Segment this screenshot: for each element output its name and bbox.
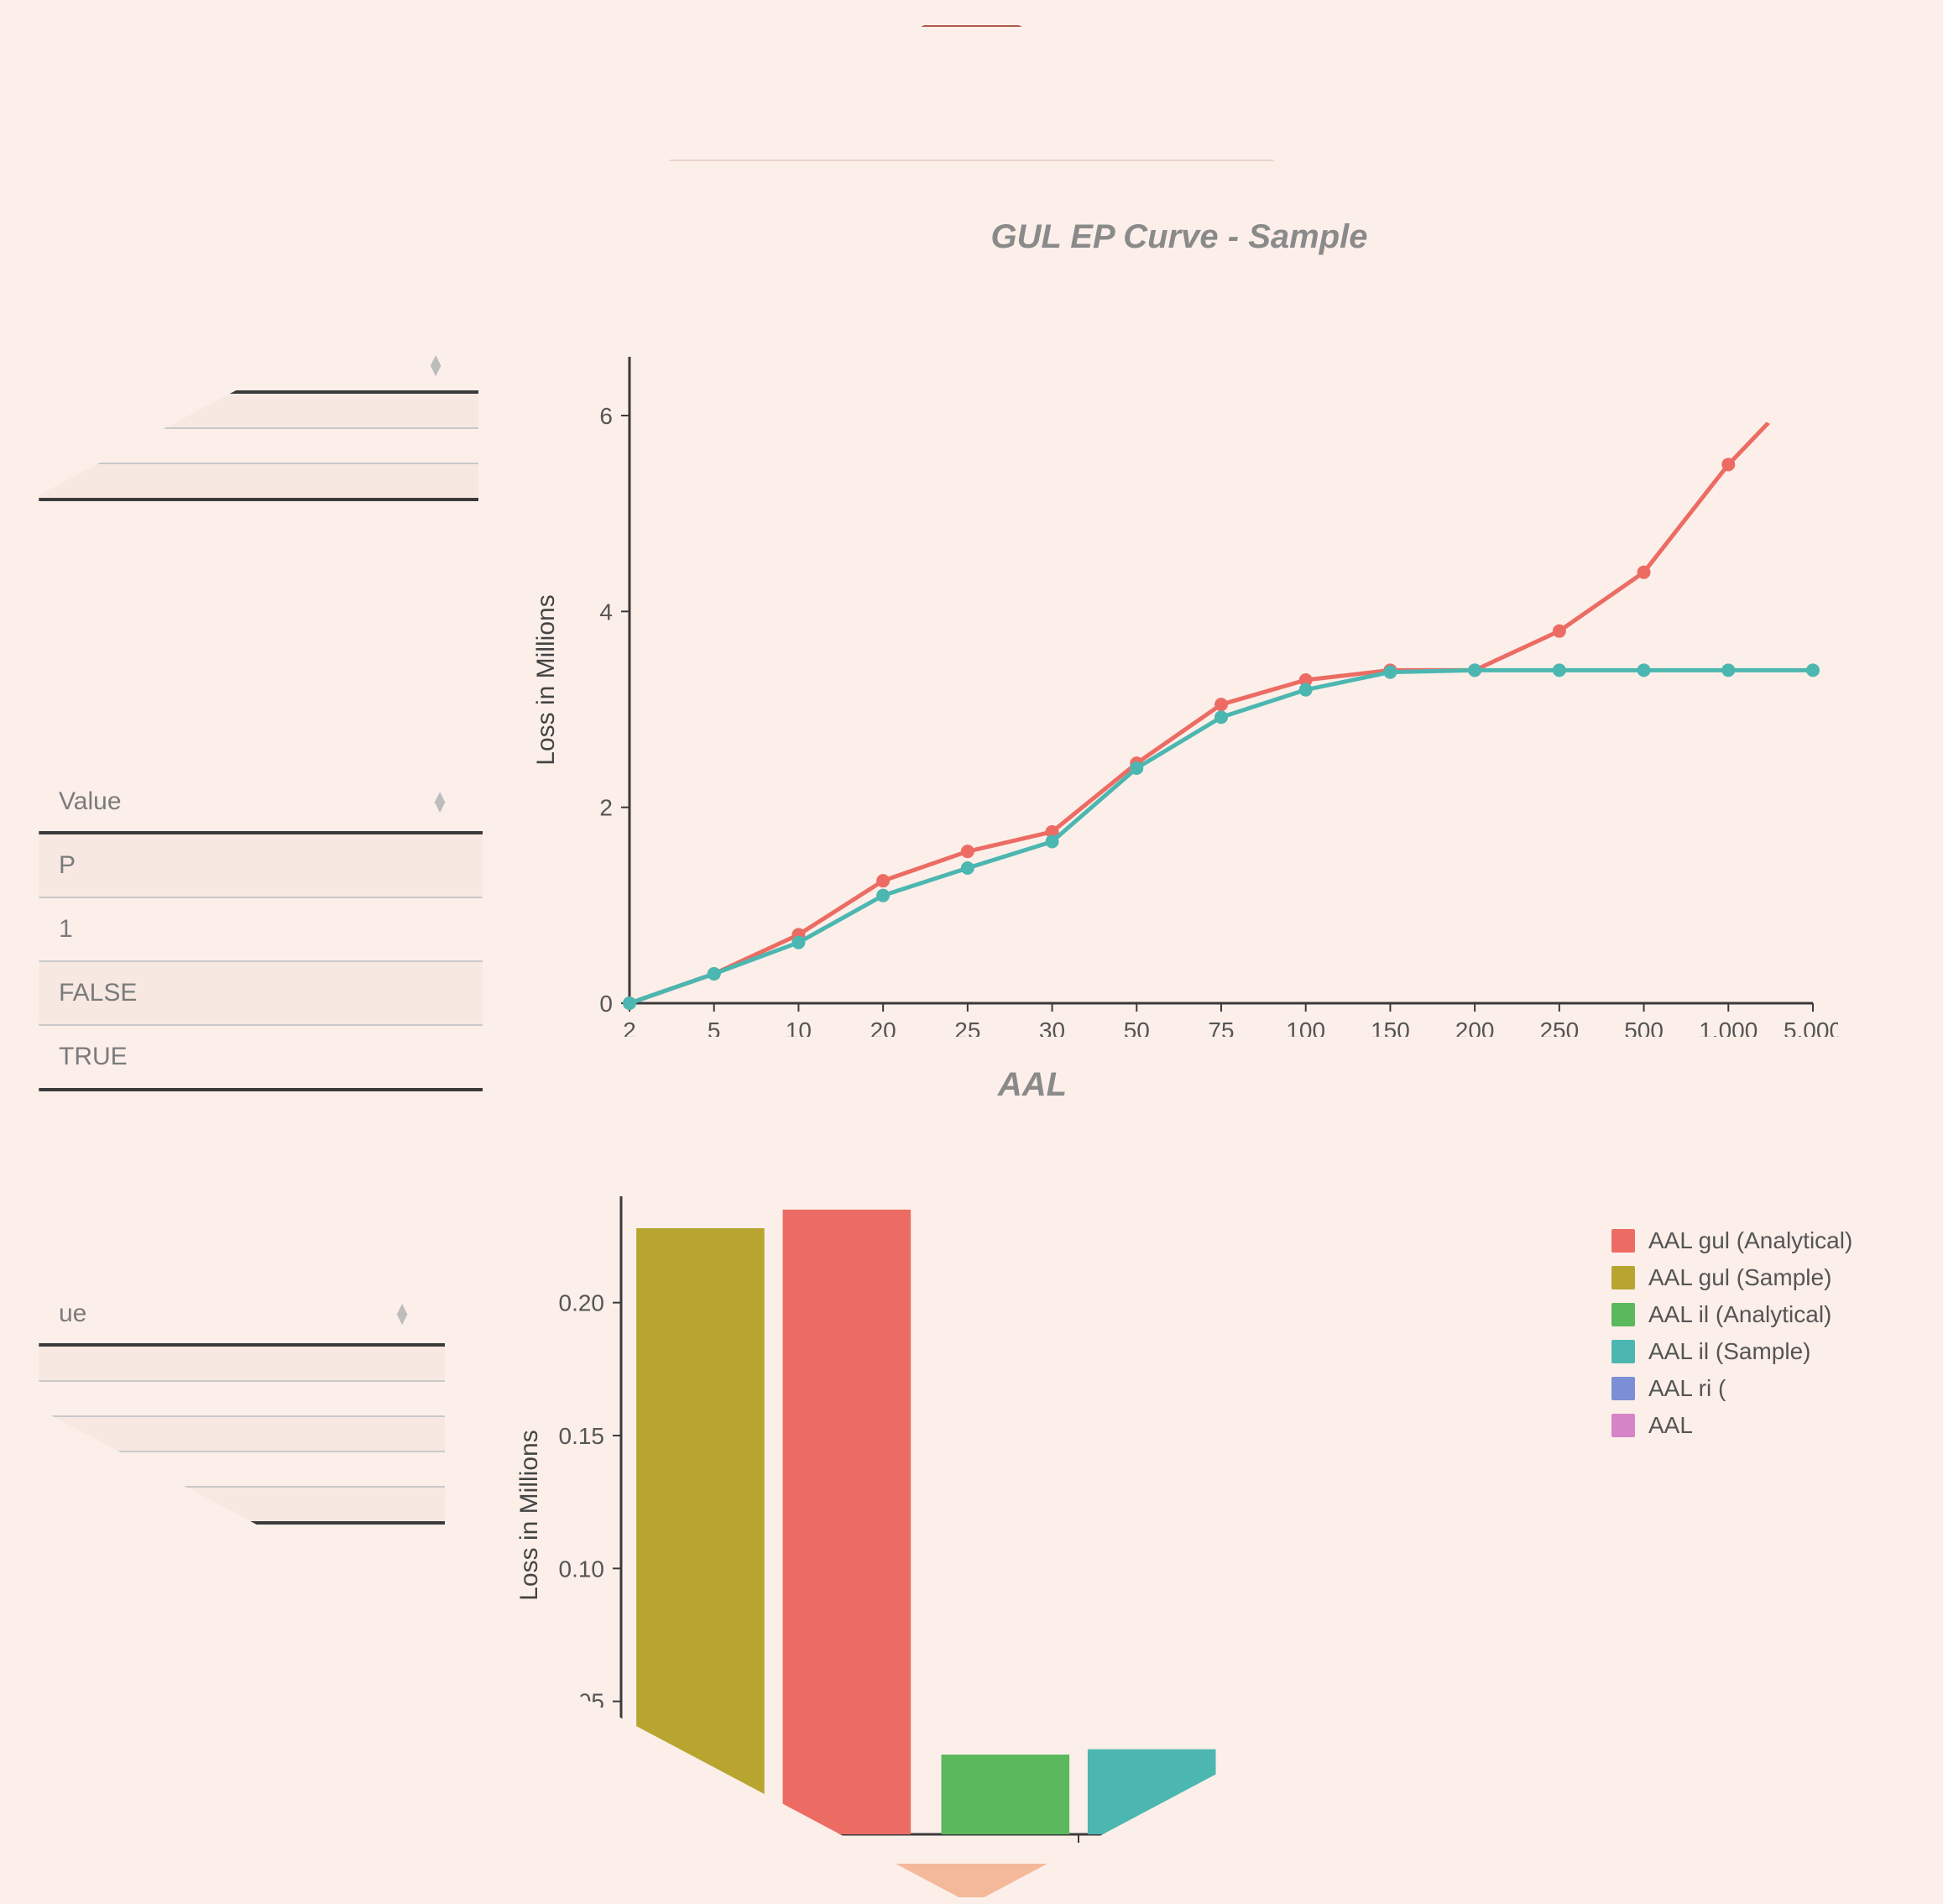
svg-text:2: 2 — [623, 1017, 636, 1037]
svg-text:150: 150 — [1371, 1017, 1410, 1037]
side-table-fragment-1: ▲▼ — [0, 340, 478, 501]
table-header[interactable]: ue ▲▼ — [0, 1284, 445, 1347]
footer-strip — [0, 1864, 1943, 1897]
table-row: P — [0, 834, 483, 898]
table-row: TRUE — [0, 1026, 483, 1091]
legend-item[interactable]: AAL gul (Analytical) — [1611, 1227, 1852, 1254]
side-table-fragment-2: Value ▲▼ P1FALSETRUE — [0, 772, 483, 1091]
svg-text:0.00: 0.00 — [559, 1822, 605, 1848]
table-header-label: Value — [59, 787, 122, 816]
svg-text:2: 2 — [599, 795, 613, 821]
sort-icon[interactable]: ▲▼ — [431, 792, 449, 812]
side-table-fragment-3: ue ▲▼ — [0, 1284, 445, 1525]
bar-chart: AAL 0.000.050.100.150.20gulilriPerspecti… — [487, 1066, 1578, 1872]
svg-text:0.20: 0.20 — [559, 1290, 605, 1316]
table-row — [0, 464, 478, 501]
svg-text:4: 4 — [599, 599, 613, 625]
svg-text:100: 100 — [1286, 1017, 1325, 1037]
sort-icon[interactable]: ▲▼ — [426, 355, 445, 375]
legend-label: AAL gul (Analytical) — [1648, 1227, 1852, 1254]
svg-text:0.10: 0.10 — [559, 1556, 605, 1582]
svg-text:1,000: 1,000 — [1699, 1017, 1758, 1037]
table-row — [0, 429, 478, 464]
svg-text:5,000: 5,000 — [1784, 1017, 1838, 1037]
svg-text:75: 75 — [1208, 1017, 1234, 1037]
svg-text:250: 250 — [1539, 1017, 1579, 1037]
legend-swatch — [1611, 1414, 1635, 1437]
bar-chart-legend: AAL gul (Analytical) AAL gul (Sample) AAL … — [1611, 1217, 1852, 1449]
svg-text:5: 5 — [708, 1017, 721, 1037]
table-row — [0, 1488, 445, 1525]
sort-icon[interactable]: ▲▼ — [393, 1304, 411, 1324]
table-row — [0, 1382, 445, 1417]
svg-text:6: 6 — [599, 403, 613, 429]
legend-swatch — [1611, 1266, 1635, 1289]
legend-item[interactable]: AAL il (Analytical) — [1611, 1301, 1852, 1328]
bar-chart-svg: 0.000.050.100.150.20gulilriPerspectiveLo… — [487, 1104, 1578, 1868]
line-chart: GUL EP Curve - Sample 024625102025305075… — [520, 218, 1838, 1041]
svg-text:0.15: 0.15 — [559, 1423, 605, 1449]
legend-label: AAL gul (Sample) — [1648, 1264, 1831, 1291]
table-header[interactable]: ▲▼ — [0, 340, 478, 394]
svg-text:50: 50 — [1124, 1017, 1150, 1037]
svg-text:Loss in Millions: Loss in Millions — [515, 1430, 543, 1600]
line-chart-title: GUL EP Curve - Sample — [520, 218, 1838, 256]
table-row — [0, 1347, 445, 1382]
legend-swatch — [1611, 1229, 1635, 1253]
table-row — [0, 394, 478, 429]
legend-item[interactable]: AAL gul (Sample) — [1611, 1264, 1852, 1291]
legend-item[interactable]: AAL ri ( — [1611, 1375, 1852, 1402]
legend-swatch — [1611, 1303, 1635, 1326]
top-rule-light — [0, 160, 1943, 161]
legend-label: AAL — [1648, 1412, 1693, 1439]
svg-text:25: 25 — [954, 1017, 980, 1037]
svg-text:500: 500 — [1624, 1017, 1664, 1037]
svg-text:30: 30 — [1039, 1017, 1065, 1037]
svg-text:Loss in Millions: Loss in Millions — [532, 594, 560, 765]
svg-text:0: 0 — [599, 991, 613, 1017]
legend-label: AAL il (Analytical) — [1648, 1301, 1831, 1328]
bar-chart-title: AAL — [487, 1066, 1578, 1104]
line-chart-svg: 0246251020253050751001502002505001,0005,… — [520, 256, 1838, 1037]
svg-text:ri: ri — [1377, 1847, 1391, 1868]
legend-item[interactable]: AAL il (Sample) — [1611, 1338, 1852, 1365]
legend-swatch — [1611, 1340, 1635, 1363]
svg-text:200: 200 — [1455, 1017, 1495, 1037]
table-row — [0, 1452, 445, 1488]
svg-text:20: 20 — [870, 1017, 896, 1037]
hex-clip: ▲▼ Value ▲▼ P1FALSETRUE ue ▲▼ GUL EP Cur… — [0, 0, 1943, 1904]
legend-item[interactable]: AAL — [1611, 1412, 1852, 1439]
top-rule-dark — [0, 25, 1943, 27]
legend-swatch — [1611, 1377, 1635, 1400]
svg-text:gul: gul — [758, 1847, 789, 1868]
table-row: FALSE — [0, 962, 483, 1026]
svg-text:0.05: 0.05 — [559, 1689, 605, 1715]
table-row: 1 — [0, 898, 483, 962]
legend-label: AAL ri ( — [1648, 1375, 1726, 1402]
table-header-label: ue — [59, 1300, 86, 1328]
svg-text:il: il — [1073, 1847, 1084, 1868]
legend-label: AAL il (Sample) — [1648, 1338, 1810, 1365]
table-row — [0, 1417, 445, 1452]
svg-text:10: 10 — [786, 1017, 812, 1037]
table-header[interactable]: Value ▲▼ — [0, 772, 483, 834]
viewport: ▲▼ Value ▲▼ P1FALSETRUE ue ▲▼ GUL EP Cur… — [0, 0, 1943, 1904]
